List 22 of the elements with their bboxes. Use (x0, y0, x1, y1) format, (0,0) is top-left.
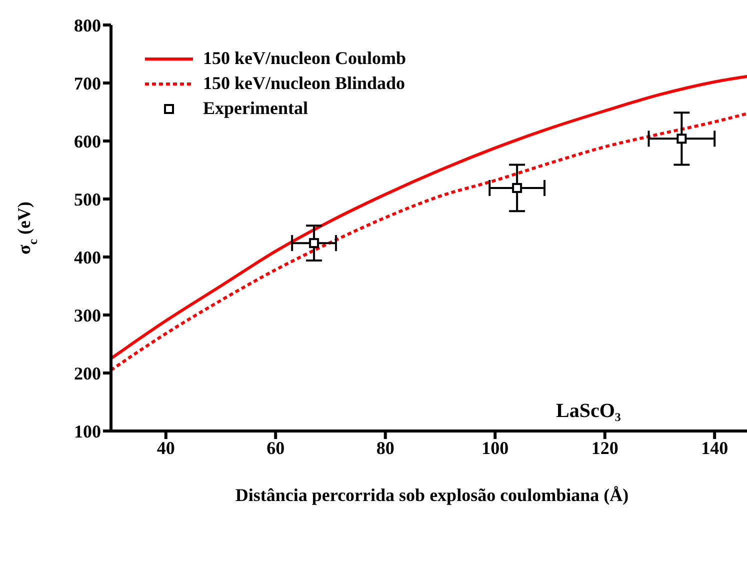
legend-label: 150 keV/nucleon Blindado (203, 72, 406, 95)
x-tick-label: 140 (701, 438, 728, 458)
point (309, 238, 320, 248)
y-tick-label: 300 (74, 305, 101, 326)
x-tick-label: 120 (591, 438, 618, 458)
x-tick-label: 100 (482, 438, 509, 458)
annotation: LaScO₃ (556, 400, 621, 423)
x-tick-label: 60 (266, 438, 285, 458)
y-tick-label: 100 (74, 421, 101, 442)
y-tick-label: 700 (74, 73, 101, 94)
y-tick-label: 800 (74, 15, 101, 36)
y-tick-label: 600 (74, 131, 101, 152)
y-tick-label: 200 (74, 363, 101, 384)
x-tick-label: 80 (376, 438, 394, 458)
point (512, 182, 522, 193)
legend-label: 150 keV/nucleon Coulomb (203, 47, 406, 70)
y-tick-label: 500 (74, 189, 101, 210)
point (676, 134, 687, 144)
x-tick-label: 40 (156, 438, 175, 458)
y-tick-label: 400 (74, 247, 101, 268)
x-axis-title: Distância percorrida sob explosão coulombiana (Å) (235, 485, 629, 505)
legend-label: Experimental (203, 97, 308, 120)
